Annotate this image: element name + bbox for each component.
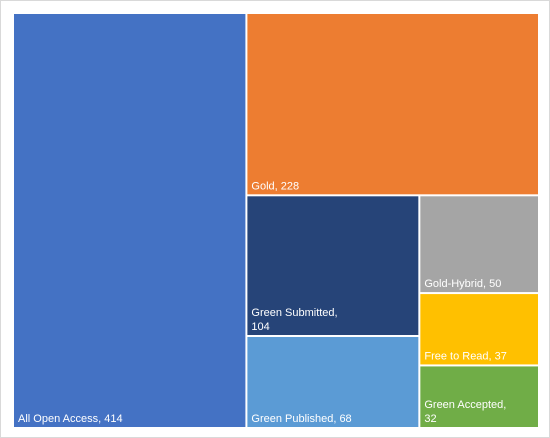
treemap-tile-green-submitted (247, 196, 419, 335)
treemap-label-line: 104 (251, 321, 269, 333)
treemap-label-line: Free to Read, 37 (424, 350, 507, 362)
treemap-tile-gold (247, 14, 538, 195)
treemap-label-green-submitted: Green Submitted, 104 (251, 307, 337, 333)
treemap-label-line: Gold, 228 (251, 180, 299, 192)
treemap-label-green-accepted: Green Accepted, 32 (424, 399, 506, 425)
treemap-tile-green-accepted (420, 366, 538, 427)
treemap-label-line: All Open Access, 414 (18, 413, 123, 425)
treemap-label-gold: Gold, 228 (251, 180, 299, 192)
treemap-tile-free-to-read (420, 294, 538, 365)
treemap-label-green-published: Green Published, 68 (251, 413, 351, 425)
treemap-tile-green-published (247, 337, 419, 427)
treemap-label-free-to-read: Free to Read, 37 (424, 350, 507, 362)
treemap-label-line: Green Published, 68 (251, 413, 351, 425)
treemap-label-line: Green Submitted, (251, 307, 337, 319)
treemap-label-line: Green Accepted, (424, 399, 506, 411)
treemap-tile-gold-hybrid (420, 196, 538, 293)
treemap-label-all-open-access: All Open Access, 414 (18, 413, 123, 425)
treemap-label-line: 32 (424, 413, 436, 425)
treemap-label-gold-hybrid: Gold-Hybrid, 50 (424, 278, 501, 290)
treemap-label-line: Gold-Hybrid, 50 (424, 278, 501, 290)
treemap-tile-all-open-access (14, 14, 246, 427)
